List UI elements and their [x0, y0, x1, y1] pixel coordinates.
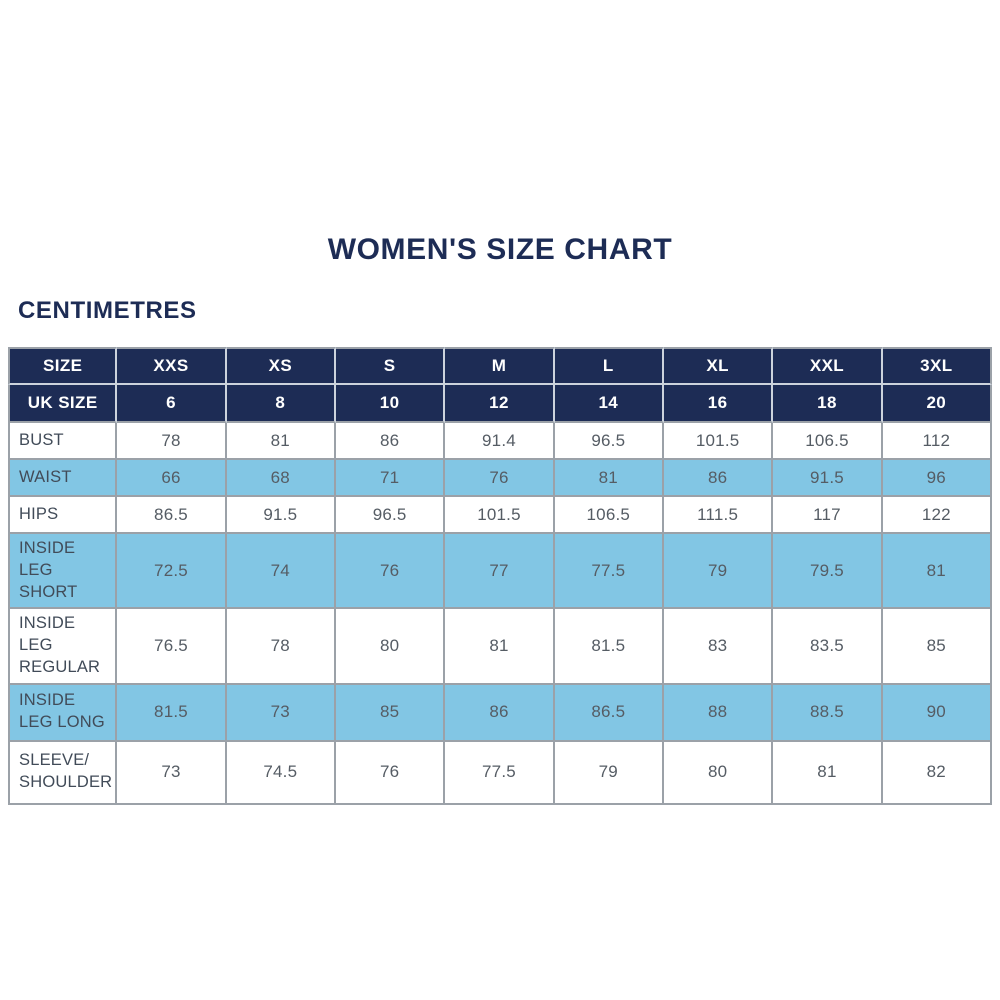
- cell-value: 86.5: [554, 684, 664, 742]
- cell-value: 78: [226, 609, 336, 685]
- cell-value: 80: [335, 609, 446, 685]
- cell-value: 111.5: [663, 497, 774, 534]
- cell-value: 112: [882, 423, 992, 460]
- column-header: 18: [773, 385, 883, 423]
- cell-value: 96.5: [554, 423, 664, 460]
- cell-value: 101.5: [663, 423, 774, 460]
- cell-value: 76: [335, 741, 446, 805]
- column-header: L: [554, 347, 664, 385]
- cell-value: 76.5: [117, 609, 227, 685]
- cell-value: 106.5: [554, 497, 664, 534]
- cell-value: 81: [882, 534, 992, 610]
- table-row: BUST 78 81 86 91.4 96.5 101.5 106.5 112: [8, 423, 992, 460]
- cell-value: 91.5: [773, 460, 883, 497]
- column-header: 12: [445, 385, 555, 423]
- page-title: WOMEN'S SIZE CHART: [327, 233, 673, 266]
- cell-value: 86: [445, 684, 555, 742]
- cell-value: 73: [226, 684, 336, 742]
- row-label: BUST: [8, 423, 118, 460]
- cell-value: 96.5: [335, 497, 446, 534]
- column-header: XXL: [773, 347, 883, 385]
- cell-value: 85: [335, 684, 446, 742]
- cell-value: 81: [773, 741, 883, 805]
- cell-value: 81: [554, 460, 664, 497]
- column-header: 14: [554, 385, 664, 423]
- cell-value: 88.5: [773, 684, 883, 742]
- cell-value: 91.5: [226, 497, 336, 534]
- cell-value: 77: [445, 534, 555, 610]
- table-row: HIPS 86.5 91.5 96.5 101.5 106.5 111.5 117 122: [8, 497, 992, 534]
- table-row: SLEEVE/ SHOULDER 73 74.5 76 77.5 79 80 81 82: [8, 741, 992, 805]
- cell-value: 80: [663, 741, 774, 805]
- row-label: WAIST: [8, 460, 118, 497]
- cell-value: 85: [882, 609, 992, 685]
- cell-value: 73: [117, 741, 227, 805]
- cell-value: 74: [226, 534, 336, 610]
- size-chart-page: WOMEN'S SIZE CHART CENTIMETRES SIZE XXS XS…: [8, 233, 992, 805]
- header-row: UK SIZE 6 8 10 12 14 16 18 20: [8, 385, 992, 423]
- column-header: 8: [226, 385, 336, 423]
- cell-value: 86.5: [117, 497, 227, 534]
- cell-value: 81: [226, 423, 336, 460]
- cell-value: 117: [773, 497, 883, 534]
- table-body: BUST 78 81 86 91.4 96.5 101.5 106.5 112 WAIST 66 68…: [8, 423, 992, 805]
- column-header: 6: [117, 385, 227, 423]
- cell-value: 79: [554, 741, 664, 805]
- cell-value: 77.5: [554, 534, 664, 610]
- cell-value: 82: [882, 741, 992, 805]
- cell-value: 81.5: [117, 684, 227, 742]
- cell-value: 81.5: [554, 609, 664, 685]
- cell-value: 88: [663, 684, 774, 742]
- cell-value: 77.5: [445, 741, 555, 805]
- table-row: INSIDE LEG LONG 81.5 73 85 86 86.5 88 88.5 90: [8, 684, 992, 742]
- cell-value: 71: [335, 460, 446, 497]
- table-row: INSIDE LEG REGULAR 76.5 78 80 81 81.5 83 83.5 85: [8, 609, 992, 685]
- cell-value: 83.5: [773, 609, 883, 685]
- row-label: SLEEVE/ SHOULDER: [8, 741, 118, 805]
- cell-value: 101.5: [445, 497, 555, 534]
- cell-value: 78: [117, 423, 227, 460]
- cell-value: 72.5: [117, 534, 227, 610]
- cell-value: 79: [663, 534, 774, 610]
- size-chart-table: SIZE XXS XS S M L XL XXL 3XL UK SIZE 6 8 10 12 14 16 18 2…: [8, 347, 992, 805]
- cell-value: 68: [226, 460, 336, 497]
- cell-value: 86: [335, 423, 446, 460]
- cell-value: 90: [882, 684, 992, 742]
- column-header: 16: [663, 385, 774, 423]
- column-header: XS: [226, 347, 336, 385]
- cell-value: 76: [335, 534, 446, 610]
- header-row-label: SIZE: [8, 347, 118, 385]
- cell-value: 79.5: [773, 534, 883, 610]
- row-label: HIPS: [8, 497, 118, 534]
- table-header: SIZE XXS XS S M L XL XXL 3XL UK SIZE 6 8 10 12 14 16 18 2…: [8, 347, 992, 423]
- cell-value: 96: [882, 460, 992, 497]
- column-header: M: [445, 347, 555, 385]
- column-header: XL: [663, 347, 774, 385]
- table-row: WAIST 66 68 71 76 81 86 91.5 96: [8, 460, 992, 497]
- column-header: 3XL: [882, 347, 992, 385]
- cell-value: 76: [445, 460, 555, 497]
- column-header: 20: [882, 385, 992, 423]
- cell-value: 91.4: [445, 423, 555, 460]
- column-header: XXS: [117, 347, 227, 385]
- header-row-label: UK SIZE: [8, 385, 118, 423]
- row-label: INSIDE LEG SHORT: [8, 534, 118, 610]
- column-header: 10: [335, 385, 446, 423]
- column-header: S: [335, 347, 446, 385]
- row-label: INSIDE LEG LONG: [8, 684, 118, 742]
- cell-value: 106.5: [773, 423, 883, 460]
- units-heading: CENTIMETRES: [18, 297, 197, 324]
- cell-value: 122: [882, 497, 992, 534]
- cell-value: 66: [117, 460, 227, 497]
- cell-value: 83: [663, 609, 774, 685]
- cell-value: 74.5: [226, 741, 336, 805]
- cell-value: 86: [663, 460, 774, 497]
- header-row: SIZE XXS XS S M L XL XXL 3XL: [8, 347, 992, 385]
- cell-value: 81: [445, 609, 555, 685]
- row-label: INSIDE LEG REGULAR: [8, 609, 118, 685]
- table-row: INSIDE LEG SHORT 72.5 74 76 77 77.5 79 79.5 81: [8, 534, 992, 610]
